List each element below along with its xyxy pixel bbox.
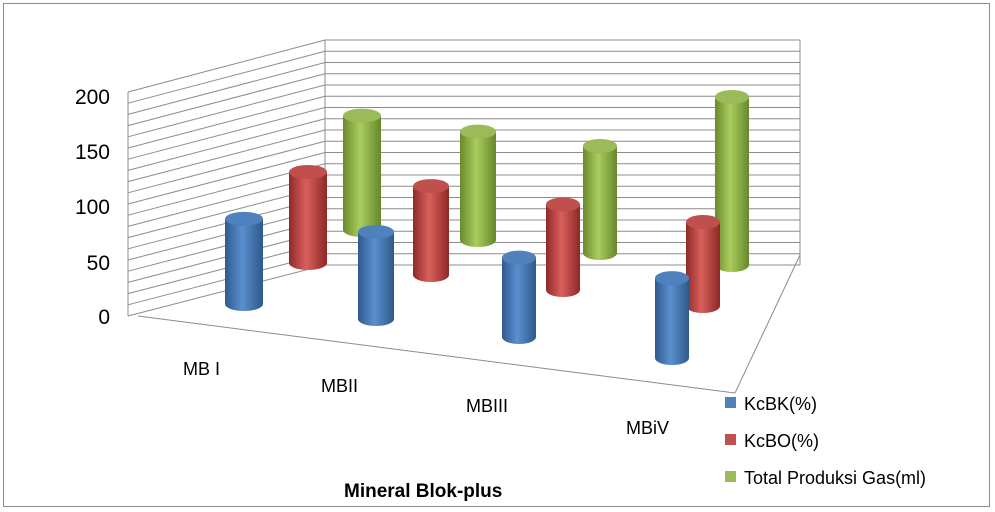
gridline [127, 163, 800, 216]
gridline [127, 118, 800, 171]
x-axis-title: Mineral Blok-plus [344, 481, 502, 502]
bar-kcbk-0 [225, 211, 263, 311]
bar-body [546, 204, 580, 297]
bar-total-gas-0 [343, 108, 381, 237]
legend-label-total-gas: Total Produksi Gas(ml) [744, 468, 926, 488]
bar-cap [413, 179, 449, 194]
legend-swatch-kcbk [725, 397, 736, 408]
gridline [127, 50, 800, 104]
chart-frame [3, 3, 990, 507]
gridline [127, 73, 800, 127]
y-tick-label: 50 [87, 252, 110, 275]
bar-body [225, 218, 263, 311]
gridline [127, 39, 800, 93]
legend-label-kcbo: KcBO(%) [744, 431, 819, 451]
bar-body [655, 278, 689, 365]
floor-right-edge [734, 254, 801, 394]
y-axis-ticks: 0 50 100 150 200 [75, 86, 110, 329]
legend-swatch-total-gas [725, 471, 736, 482]
bar-body [343, 115, 381, 237]
gridline [127, 84, 800, 138]
gridline [127, 140, 800, 194]
gridline [127, 95, 800, 149]
y-tick-label: 150 [75, 141, 110, 164]
floor-front-edge [137, 315, 736, 394]
bar-kcbk-1 [358, 224, 394, 326]
bar-cap [289, 165, 327, 179]
bar-body [583, 145, 617, 260]
gridline [127, 62, 800, 115]
bar-cap [715, 90, 749, 104]
bar-cap [343, 108, 381, 123]
gridline [127, 107, 800, 160]
y-tick-label: 100 [75, 196, 110, 219]
y-tick-label: 0 [98, 306, 110, 329]
bar-kcbk-3 [655, 271, 689, 365]
bars [225, 90, 749, 365]
y-tick-label: 200 [75, 86, 110, 109]
bar-cap [225, 211, 263, 226]
x-axis-categories: MB I MBII MBIII MBiV [183, 359, 669, 438]
bar-kcbo-2 [546, 197, 580, 297]
bar-body [686, 222, 720, 313]
bar-cap [583, 138, 617, 153]
bar-body [413, 186, 449, 282]
bar-kcbo-1 [413, 179, 449, 282]
bar-kcbo-0 [289, 165, 327, 270]
bar-body [358, 231, 394, 326]
bar-kcbo-3 [686, 215, 720, 313]
bar-cap [502, 250, 536, 265]
bar-kcbk-2 [502, 250, 536, 344]
bar-total-gas-3 [715, 90, 749, 272]
gridline [127, 129, 800, 183]
bar-body [289, 172, 327, 270]
legend-label-kcbk: KcBK(%) [744, 394, 817, 414]
bar-cap [546, 197, 580, 212]
gridline [127, 152, 800, 205]
bar-body [502, 257, 536, 344]
category-label: MBIII [466, 396, 508, 416]
bar-cap [358, 224, 394, 239]
bar-cap [460, 124, 496, 139]
bar-total-gas-2 [583, 138, 617, 260]
bar-total-gas-1 [460, 124, 496, 247]
bar-cap [655, 271, 689, 286]
bar-cap [686, 215, 720, 229]
bar-body [715, 97, 749, 272]
category-label: MB I [183, 359, 220, 379]
category-label: MBII [321, 376, 358, 396]
legend: KcBK(%) KcBO(%) Total Produksi Gas(ml) [725, 394, 926, 488]
bar-body [460, 131, 496, 247]
category-label: MBiV [626, 418, 669, 438]
legend-swatch-kcbo [725, 434, 736, 445]
